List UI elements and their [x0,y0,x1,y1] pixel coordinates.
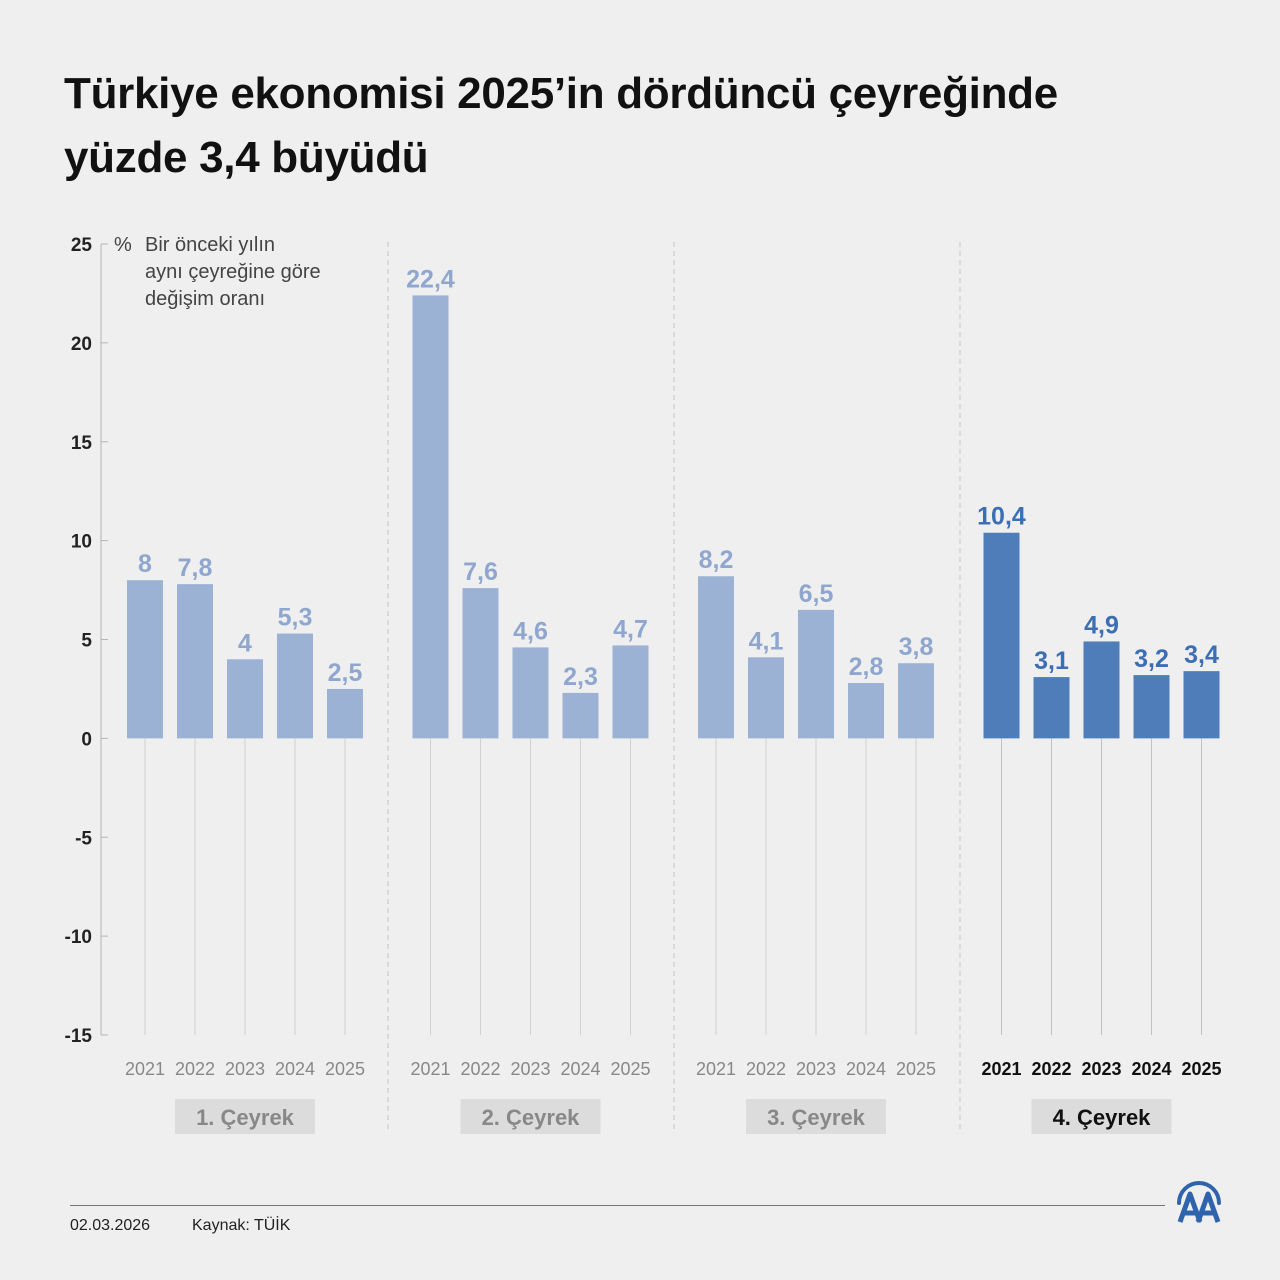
bar-value-label: 3,1 [1034,647,1069,675]
quarter-label: 2. Çeyrek [482,1105,581,1130]
bar-value-label: 2,3 [563,663,598,691]
y-tick-label: -15 [65,1026,93,1047]
y-axis-label-line: Bir önceki yılın [145,234,275,256]
quarter-box [746,1099,886,1134]
y-tick-label: 10 [71,532,92,553]
y-axis-label-line: aynı çeyreğine göre [145,261,321,283]
bar [898,663,934,739]
y-tick-label: 0 [81,729,92,750]
bar [1033,677,1070,739]
bar-value-label: 4,6 [513,617,548,645]
bar-value-label: 7,6 [463,558,498,586]
x-category-label: 2022 [460,1059,500,1079]
x-category-label: 2023 [510,1059,550,1079]
x-category-label: 2024 [846,1059,886,1079]
x-category-label: 2022 [175,1059,215,1079]
x-category-label: 2025 [610,1059,650,1079]
x-category-label: 2025 [1181,1059,1221,1079]
x-category-label: 2022 [1031,1059,1071,1079]
y-tick-label: 20 [71,334,92,355]
bar [462,588,499,739]
bar-value-label: 4,7 [613,615,648,643]
y-unit-label: % [114,234,132,256]
bar-value-label: 4,9 [1084,611,1119,639]
y-tick-label: -10 [65,927,92,948]
bar-value-label: 3,8 [899,633,934,661]
footer-source: Kaynak: TÜİK [192,1217,291,1234]
x-category-label: 2023 [225,1059,265,1079]
x-category-label: 2023 [1081,1059,1121,1079]
bar-value-label: 22,4 [406,265,455,293]
bar [512,647,549,739]
y-tick-label: 25 [71,235,93,256]
bar-value-label: 2,8 [849,653,884,681]
bar [127,580,163,739]
x-category-label: 2024 [560,1059,600,1079]
bar-value-label: 3,4 [1184,641,1219,669]
x-category-label: 2022 [746,1059,786,1079]
x-category-label: 2023 [796,1059,836,1079]
bar [327,688,363,739]
bar-value-label: 5,3 [278,604,313,632]
bar [798,609,834,739]
x-category-label: 2021 [410,1059,450,1079]
footer-divider [70,1205,1165,1206]
bar-value-label: 6,5 [799,580,834,608]
bar [227,659,263,739]
bar [983,532,1020,739]
x-category-label: 2021 [981,1059,1021,1079]
y-tick-label: -5 [75,828,92,849]
bar [1133,675,1170,739]
bar-value-label: 2,5 [328,659,363,687]
bar [1083,641,1120,739]
bar-value-label: 8 [138,550,152,578]
bar-value-label: 10,4 [977,503,1026,531]
aa-logo-icon [1177,1181,1221,1223]
x-category-label: 2021 [125,1059,165,1079]
bar [412,295,449,739]
quarter-box [460,1099,601,1134]
bar-chart: 25 20 15 10 5 0 -5 -10 -15% Bir önceki yılın aynı … [65,234,1222,1134]
bar-value-label: 7,8 [178,554,213,582]
x-category-label: 2025 [896,1059,936,1079]
x-category-label: 2024 [275,1059,315,1079]
bar [848,683,884,739]
bar [748,657,784,739]
chart-title: Türkiye ekonomisi 2025’in dördüncü çeyre… [64,62,1214,190]
footer-date: 02.03.2026 [70,1217,151,1234]
bar-value-label: 4 [238,629,252,657]
chart-title-line-2: yüzde 3,4 büyüdü [64,133,429,182]
quarter-box [175,1099,315,1134]
chart-title-line-1: Türkiye ekonomisi 2025’in dördüncü çeyre… [64,69,1058,118]
bar [177,584,213,739]
bar-value-label: 4,1 [749,627,784,655]
y-tick-label: 5 [81,631,92,652]
quarter-label: 4. Çeyrek [1053,1105,1152,1130]
bar [698,576,734,739]
bar [277,633,313,739]
x-category-label: 2024 [1131,1059,1171,1079]
bar [612,645,649,739]
quarter-label: 1. Çeyrek [196,1105,295,1130]
x-category-label: 2025 [325,1059,365,1079]
bar-value-label: 3,2 [1134,645,1169,673]
y-tick-label: 15 [71,433,93,454]
y-axis-label-line: değişim oranı [145,288,265,310]
quarter-label: 3. Çeyrek [767,1105,866,1130]
bar [1183,671,1220,739]
bar [562,692,599,739]
quarter-box [1031,1099,1172,1134]
bar-value-label: 8,2 [699,546,734,574]
x-category-label: 2021 [696,1059,736,1079]
